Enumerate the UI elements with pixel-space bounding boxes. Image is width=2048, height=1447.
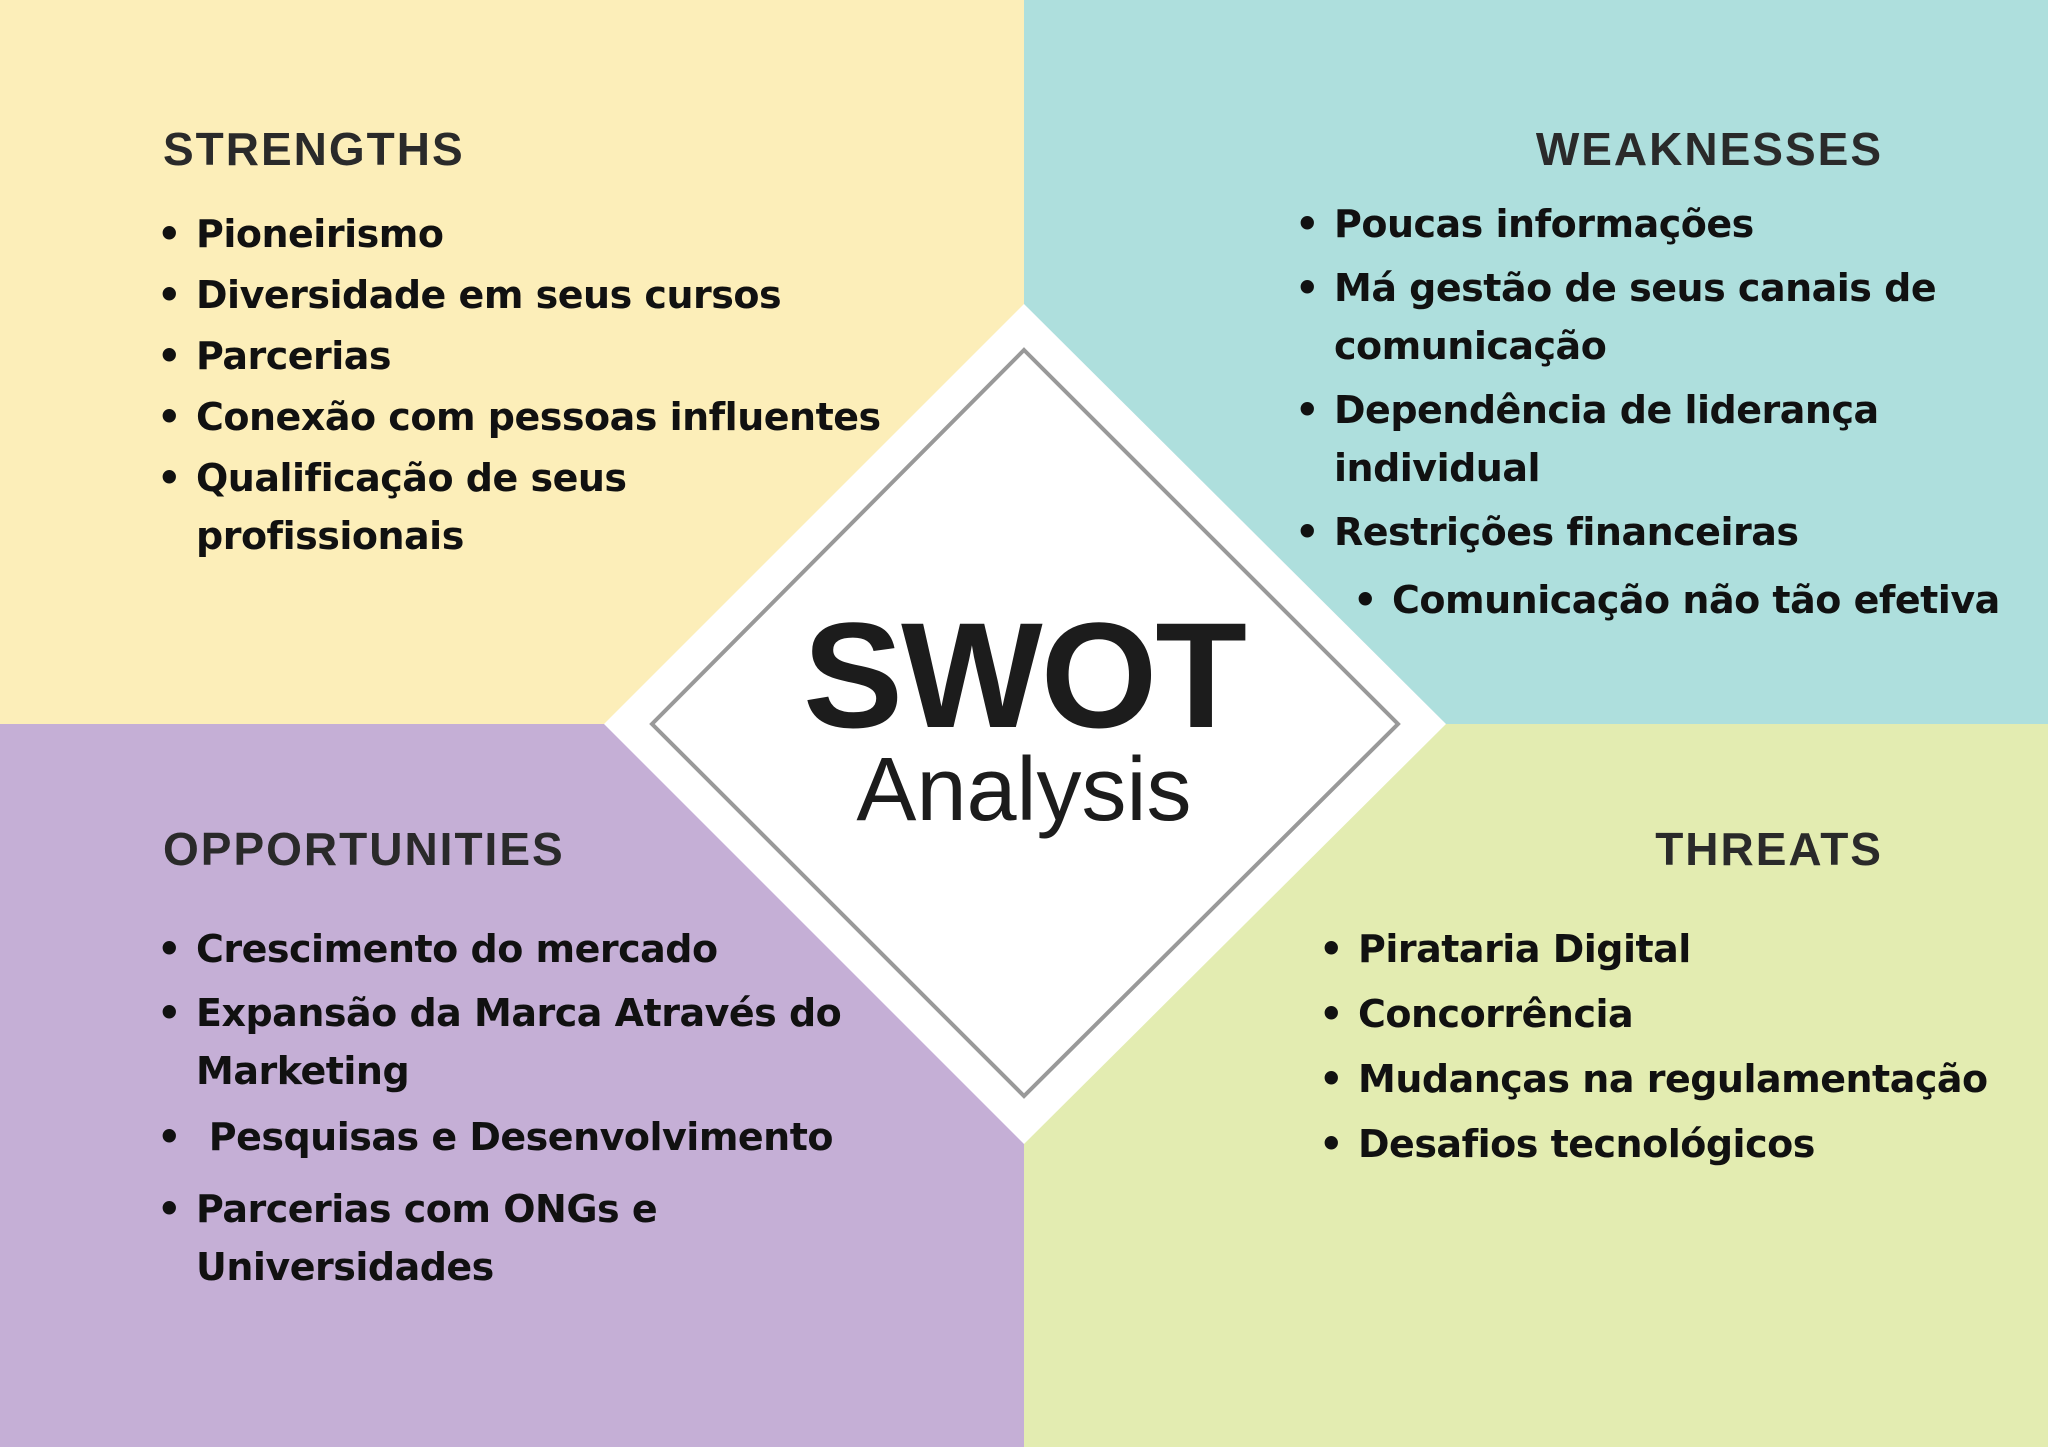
- bullet-icon: •: [157, 927, 181, 971]
- list-item: • Expansão da Marca Através do: [154, 984, 842, 1042]
- list-item: • Restrições financeiras: [1292, 503, 2000, 561]
- bullet-icon: •: [157, 395, 181, 439]
- strengths-list: • Pioneirismo • Diversidade em seus cursos…: [154, 205, 881, 568]
- bullet-icon: •: [157, 212, 181, 256]
- list-item: • Parcerias: [154, 327, 881, 385]
- list-item: • Má gestão de seus canais de: [1292, 259, 2000, 317]
- bullet-icon: •: [157, 334, 181, 378]
- list-item-text: Marketing: [196, 1049, 410, 1093]
- list-item-continuation: comunicação: [1292, 317, 2000, 375]
- list-item-text: Qualificação de seus: [196, 456, 627, 500]
- list-item-text: Comunicação não tão efetiva: [1392, 578, 2000, 622]
- list-item: • Pirataria Digital: [1316, 920, 1988, 978]
- list-item: • Qualificação de seus: [154, 449, 881, 507]
- weaknesses-list: • Poucas informações • Má gestão de seus c…: [1292, 195, 2000, 635]
- list-item-text: Parcerias: [196, 334, 392, 378]
- list-item: • Parcerias com ONGs e: [154, 1180, 841, 1238]
- bullet-icon: •: [157, 1187, 181, 1231]
- list-item-text: profissionais: [196, 514, 464, 558]
- list-item-text: Desafios tecnológicos: [1358, 1122, 1815, 1166]
- list-item: • Poucas informações: [1292, 195, 2000, 253]
- bullet-icon: •: [1319, 992, 1343, 1036]
- threats-list: • Pirataria Digital • Concorrência • Mudanç…: [1316, 920, 1988, 1180]
- bullet-icon: •: [1295, 266, 1319, 310]
- list-item-text: Pirataria Digital: [1358, 927, 1691, 971]
- list-item: • Comunicação não tão efetiva: [1350, 571, 2000, 629]
- list-item-text: comunicação: [1334, 324, 1607, 368]
- bullet-icon: •: [1319, 927, 1343, 971]
- bullet-icon: •: [1295, 510, 1319, 554]
- bullet-icon: •: [157, 1115, 181, 1159]
- bullet-icon: •: [157, 273, 181, 317]
- list-item-text: Expansão da Marca Através do: [196, 991, 842, 1035]
- list-item: • Crescimento do mercado: [154, 920, 841, 978]
- swot-title: SWOT: [803, 591, 1247, 759]
- bullet-icon: •: [1319, 1122, 1343, 1166]
- strengths-heading: STRENGTHS: [163, 123, 465, 175]
- list-item-continuation: Universidades: [154, 1238, 841, 1296]
- list-item-text: Dependência de liderança: [1334, 388, 1879, 432]
- list-item: • Conexão com pessoas influentes: [154, 388, 881, 446]
- list-item: • Mudanças na regulamentação: [1316, 1050, 1988, 1108]
- opportunities-heading: OPPORTUNITIES: [163, 823, 565, 875]
- list-item-text: Crescimento do mercado: [196, 927, 718, 971]
- weaknesses-heading: WEAKNESSES: [1535, 123, 1883, 175]
- list-item: • Pioneirismo: [154, 205, 881, 263]
- bullet-icon: •: [1319, 1057, 1343, 1101]
- diamond-outer: [604, 304, 1446, 1144]
- list-item: • Desafios tecnológicos: [1316, 1115, 1988, 1173]
- list-item: • Diversidade em seus cursos: [154, 266, 881, 324]
- list-item-text: Pesquisas e Desenvolvimento: [196, 1115, 834, 1159]
- bullet-icon: •: [1295, 202, 1319, 246]
- list-item-text: Mudanças na regulamentação: [1358, 1057, 1988, 1101]
- threats-heading: THREATS: [1655, 823, 1883, 875]
- list-item-text: Restrições financeiras: [1334, 510, 1799, 554]
- list-item-continuation: individual: [1292, 439, 2000, 497]
- list-item-text: Conexão com pessoas influentes: [196, 395, 881, 439]
- diamond-inner-border: [649, 347, 1401, 1099]
- list-item-continuation: profissionais: [154, 507, 881, 565]
- swot-subtitle: Analysis: [856, 740, 1192, 840]
- bullet-icon: •: [157, 991, 181, 1035]
- opportunities-list: • Crescimento do mercado • Expansão da Mar…: [154, 920, 842, 1302]
- list-item: • Concorrência: [1316, 985, 1988, 1043]
- bullet-icon: •: [157, 456, 181, 500]
- list-item-text: Diversidade em seus cursos: [196, 273, 782, 317]
- list-item-text: Universidades: [196, 1245, 494, 1289]
- list-item: • Dependência de liderança: [1292, 381, 2000, 439]
- bullet-icon: •: [1295, 388, 1319, 432]
- list-item-text: Pioneirismo: [196, 212, 444, 256]
- list-item-text: Poucas informações: [1334, 202, 1754, 246]
- list-item: • Pesquisas e Desenvolvimento: [154, 1108, 841, 1166]
- list-item-continuation: Marketing: [154, 1042, 841, 1100]
- list-item-text: Má gestão de seus canais de: [1334, 266, 1937, 310]
- list-item-text: individual: [1334, 446, 1541, 490]
- list-item-text: Concorrência: [1358, 992, 1634, 1036]
- list-item-text: Parcerias com ONGs e: [196, 1187, 658, 1231]
- bullet-icon: •: [1353, 578, 1377, 622]
